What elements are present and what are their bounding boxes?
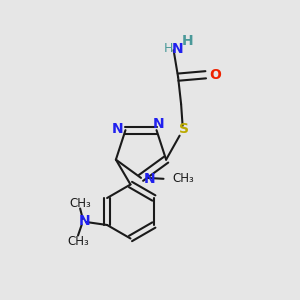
Text: N: N	[144, 172, 156, 186]
Text: O: O	[209, 68, 220, 82]
Text: S: S	[179, 122, 189, 136]
Text: N: N	[79, 214, 90, 228]
Text: CH₃: CH₃	[69, 196, 91, 210]
Text: H: H	[164, 43, 173, 56]
Text: N: N	[111, 122, 123, 136]
Text: N: N	[171, 42, 183, 56]
Text: H: H	[182, 34, 193, 48]
Text: CH₃: CH₃	[172, 172, 194, 185]
Text: N: N	[152, 116, 164, 130]
Text: CH₃: CH₃	[67, 235, 89, 248]
